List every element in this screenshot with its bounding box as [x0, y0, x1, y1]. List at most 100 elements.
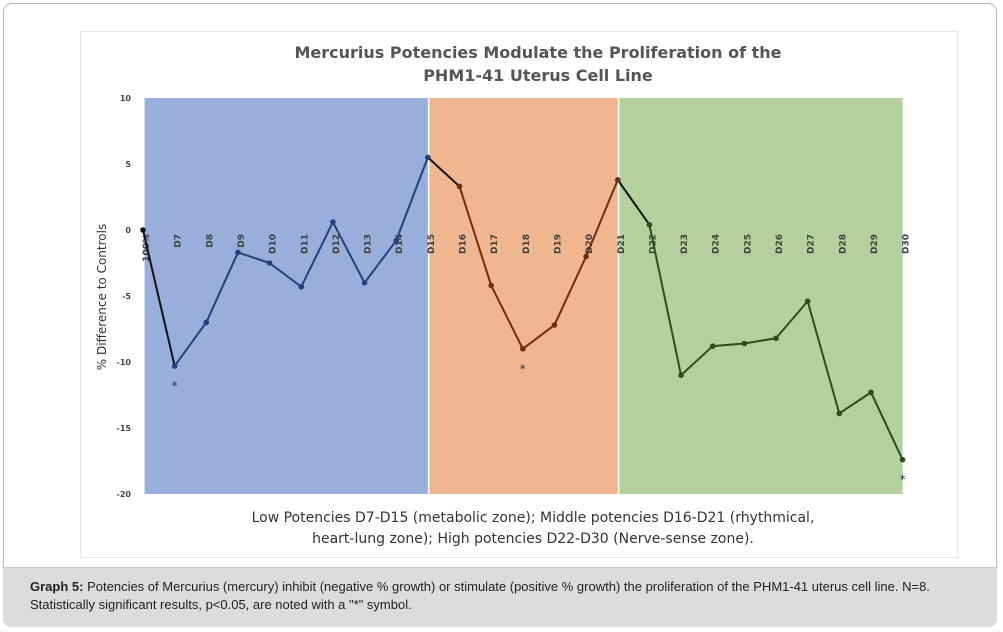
x-tick-label: D29 [870, 234, 880, 254]
series-segment [395, 157, 429, 241]
y-tick-label: 5 [125, 160, 131, 169]
data-point [361, 280, 368, 286]
data-point [456, 183, 463, 190]
x-tick-label: D24 [712, 234, 722, 254]
data-point [235, 249, 241, 256]
data-point [203, 319, 210, 326]
y-axis-ticks: 10 5 0 -5 -10 -15 -20 [117, 94, 132, 499]
zone-band-2 [429, 98, 618, 494]
x-tick-label: D27 [807, 234, 817, 254]
zone-backgrounds [144, 98, 903, 494]
data-point [140, 227, 146, 233]
series-segment [490, 284, 524, 350]
zone-band-1 [144, 98, 428, 494]
y-tick-label: 0 [125, 226, 131, 235]
caption-background [3, 567, 997, 627]
series-segment [237, 251, 270, 264]
x-tick-label: D17 [490, 234, 500, 254]
series-segment [585, 179, 619, 257]
series-segment [775, 300, 809, 339]
data-point [741, 340, 748, 347]
y-axis-label: % Difference to Controls [95, 224, 109, 370]
significance-star: * [172, 379, 178, 393]
x-tick-label: D18 [522, 234, 532, 254]
zone-note-line-2: heart-lung zone); High potencies D22-D30… [312, 531, 754, 547]
data-point [298, 283, 305, 290]
series-lines [142, 156, 904, 461]
chart-title-line-1: Mercurius Potencies Modulate the Prolife… [294, 43, 781, 62]
data-point [678, 372, 684, 379]
x-tick-label: D13 [364, 234, 374, 254]
series-segment [458, 186, 493, 286]
series-segment [648, 224, 683, 376]
x-tick-label: D11 [300, 234, 310, 254]
data-point [551, 322, 558, 328]
series-segment [680, 345, 714, 376]
x-tick-label: D30 [902, 234, 912, 254]
series-segment [363, 239, 398, 284]
series-segment [268, 262, 302, 288]
y-tick-label: 10 [120, 94, 132, 103]
data-point [836, 410, 843, 417]
x-tick-label: D9 [237, 234, 247, 248]
series-segment [522, 324, 556, 350]
caption-label: Graph 5: [30, 579, 84, 594]
series-segment [300, 221, 334, 288]
series-segment [712, 342, 745, 348]
series-segment [616, 179, 651, 226]
series-segment [142, 229, 176, 367]
x-tick-label: D28 [838, 234, 848, 254]
series-segment [806, 301, 841, 414]
figure-caption: Graph 5: Potencies of Mercurius (mercury… [30, 578, 970, 614]
x-tick-label: D21 [617, 234, 627, 254]
series-segment [205, 252, 239, 323]
data-point [868, 389, 874, 396]
data-point [773, 335, 779, 342]
x-tick-label: D25 [743, 234, 753, 254]
data-point [393, 237, 400, 244]
x-tick-label: D26 [775, 234, 785, 254]
data-point [330, 219, 336, 225]
series-segment [870, 391, 904, 461]
data-point [171, 363, 178, 369]
data-point [488, 282, 494, 289]
data-point [899, 456, 906, 463]
x-tick-label: D12 [332, 234, 342, 254]
significance-star: * [900, 473, 906, 487]
series-segment [173, 321, 208, 367]
series-segment [553, 255, 588, 326]
significance-star: * [520, 362, 526, 376]
x-tick-label: D19 [553, 234, 563, 254]
y-tick-label: -5 [122, 292, 131, 301]
x-tick-label: D16 [459, 234, 469, 254]
caption-text: Potencies of Mercurius (mercury) inhibit… [30, 579, 930, 612]
x-tick-label: D20 [585, 234, 595, 254]
zone-band-3 [619, 98, 903, 494]
y-tick-label: -10 [117, 358, 132, 367]
series-points [140, 154, 906, 463]
x-tick-label: D10 [269, 234, 279, 254]
category-labels: 100%D7D8D9D10D11D12D13D14D15D16D17D18D19… [142, 234, 912, 262]
series-segment [427, 156, 461, 188]
y-tick-label: -15 [117, 424, 132, 433]
data-point [709, 343, 716, 349]
x-tick-label: D7 [174, 234, 184, 248]
x-tick-label: D23 [680, 234, 690, 254]
data-point [520, 346, 526, 352]
x-tick-label: D14 [395, 234, 405, 254]
data-point [425, 154, 431, 161]
data-point [583, 253, 589, 260]
series-segment [838, 391, 872, 415]
data-point [266, 260, 273, 266]
y-tick-label: -20 [117, 490, 132, 499]
x-tick-label: D8 [205, 234, 215, 248]
data-point [804, 298, 811, 305]
series-segment [332, 221, 366, 284]
chart-title-line-2: PHM1-41 Uterus Cell Line [423, 66, 653, 85]
significance-marks: * * * [172, 362, 906, 487]
x-tick-label: D15 [427, 234, 437, 254]
data-point [614, 177, 621, 183]
data-point [646, 221, 653, 228]
zone-note-line-1: Low Potencies D7-D15 (metabolic zone); M… [252, 510, 815, 526]
